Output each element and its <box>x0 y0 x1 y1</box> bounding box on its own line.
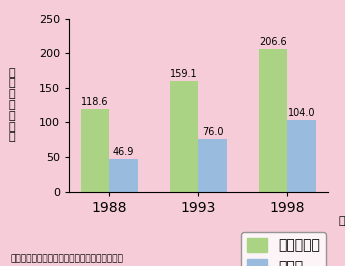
Text: 206.6: 206.6 <box>259 36 287 47</box>
Text: 118.6: 118.6 <box>81 97 109 107</box>
Text: 資料）総務省「住宅・土地統計調査」より作成: 資料）総務省「住宅・土地統計調査」より作成 <box>10 254 123 263</box>
Text: 46.9: 46.9 <box>113 147 134 157</box>
Bar <box>287 120 316 192</box>
Text: 159.1: 159.1 <box>170 69 198 80</box>
Bar <box>198 139 227 192</box>
Text: 104.0: 104.0 <box>288 107 315 118</box>
Bar <box>170 81 198 192</box>
Text: （年）: （年） <box>338 216 345 226</box>
Bar <box>109 159 138 192</box>
Bar <box>259 49 287 192</box>
Bar <box>81 110 109 192</box>
Text: 76.0: 76.0 <box>202 127 223 137</box>
Text: 住
宅
数
（
万
戸
）: 住 宅 数 （ 万 戸 ） <box>9 68 16 143</box>
Legend: 三大都市圈, 地方圈: 三大都市圈, 地方圈 <box>241 232 326 266</box>
